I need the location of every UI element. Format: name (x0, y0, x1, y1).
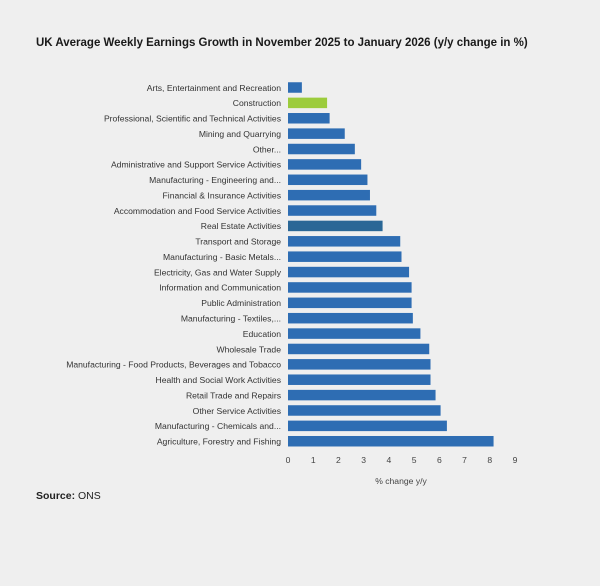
category-label: Real Estate Activities (201, 221, 281, 231)
bar (288, 282, 412, 293)
category-label: Transport and Storage (195, 237, 281, 247)
category-label: Manufacturing - Chemicals and... (155, 421, 281, 431)
x-tick-label: 7 (462, 455, 467, 465)
x-tick-label: 3 (361, 455, 366, 465)
bar (288, 435, 494, 447)
bar (288, 143, 355, 155)
bar (288, 159, 362, 170)
category-label: Manufacturing - Textiles,... (181, 314, 281, 324)
category-label: Agriculture, Forestry and Fishing (157, 437, 281, 447)
bar (288, 297, 412, 309)
bar (288, 328, 421, 339)
category-label: Manufacturing - Food Products, Beverages… (66, 360, 281, 370)
category-label: Professional, Scientific and Technical A… (104, 114, 281, 124)
bar (288, 312, 413, 324)
bar (288, 359, 431, 370)
x-tick-label: 8 (487, 455, 492, 465)
category-label: Other Service Activities (193, 406, 281, 416)
bar (288, 251, 402, 262)
source-label: Source: (36, 490, 76, 502)
bar (288, 343, 430, 355)
category-label: Manufacturing - Engineering and... (149, 175, 281, 185)
category-label: Information and Communication (159, 283, 281, 293)
category-label: Public Administration (201, 298, 281, 308)
bar (288, 236, 401, 247)
x-tick-label: 0 (286, 455, 291, 465)
x-tick-label: 5 (412, 455, 417, 465)
category-label: Arts, Entertainment and Recreation (147, 83, 281, 93)
bar (288, 205, 377, 216)
bar (288, 128, 345, 139)
bar (288, 266, 410, 278)
x-tick-label: 1 (311, 455, 316, 465)
bar (288, 420, 447, 432)
category-label: Accommodation and Food Service Activitie… (114, 206, 281, 216)
bar (288, 405, 441, 416)
bar (288, 82, 302, 93)
bar (288, 113, 330, 124)
source-value: ONS (78, 490, 101, 502)
x-tick-label: 2 (336, 455, 341, 465)
x-tick-label: 4 (386, 455, 391, 465)
category-label: Financial & Insurance Activities (163, 190, 281, 200)
category-label: Education (243, 329, 281, 339)
category-label: Electricity, Gas and Water Supply (154, 267, 282, 277)
category-label: Other... (253, 144, 281, 154)
bar (288, 97, 328, 109)
bar (288, 189, 370, 201)
bar (288, 220, 383, 232)
category-label: Construction (233, 98, 281, 108)
chart-title: UK Average Weekly Earnings Growth in Nov… (36, 37, 528, 49)
category-label: Mining and Quarrying (199, 129, 281, 139)
x-tick-label: 9 (513, 455, 518, 465)
x-tick-label: 6 (437, 455, 442, 465)
source-note: Source: ONS (36, 490, 101, 502)
bar (288, 389, 436, 401)
category-label: Wholesale Trade (217, 344, 282, 354)
category-label: Retail Trade and Repairs (186, 390, 281, 400)
category-label: Health and Social Work Activities (156, 375, 281, 385)
bar (288, 174, 368, 186)
category-label: Manufacturing - Basic Metals... (163, 252, 281, 262)
bar (288, 374, 431, 385)
category-label: Administrative and Support Service Activ… (111, 160, 281, 170)
x-axis-title: % change y/y (375, 476, 427, 486)
